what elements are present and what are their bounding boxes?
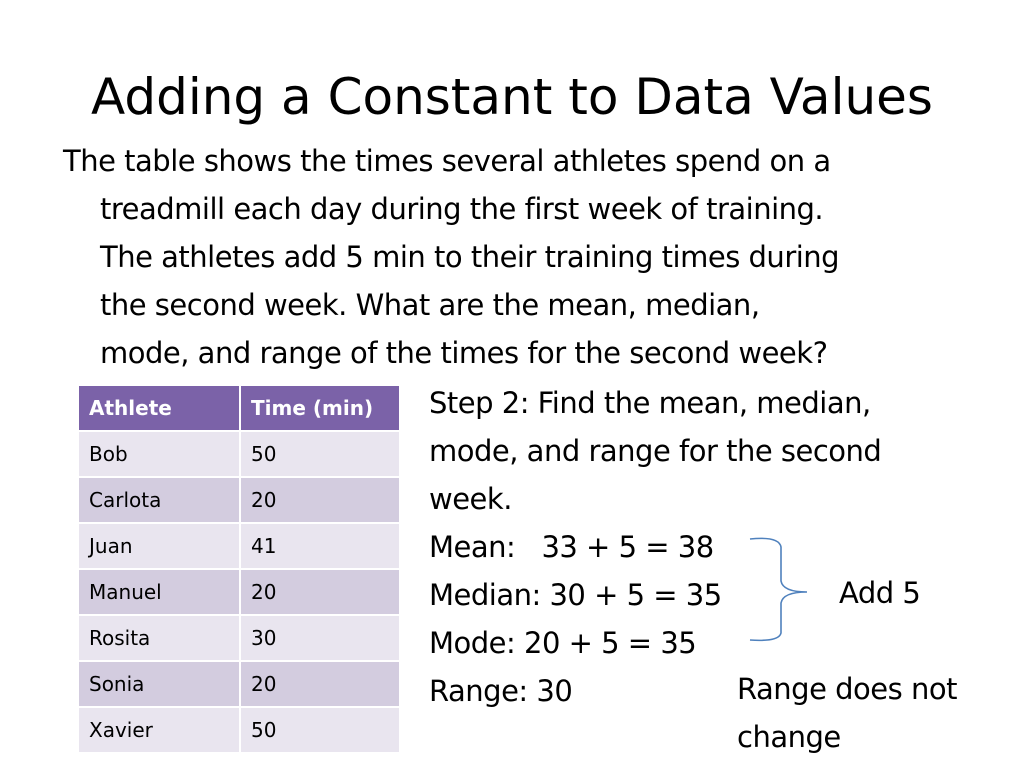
add-five-note: Add 5 bbox=[839, 576, 921, 610]
time-cell: 20 bbox=[239, 476, 401, 524]
athlete-name-cell: Xavier bbox=[77, 706, 241, 754]
athlete-name-cell: Bob bbox=[77, 430, 241, 478]
table-row: Xavier 50 bbox=[77, 706, 401, 754]
step-heading-line: Step 2: Find the mean, median, bbox=[429, 386, 871, 420]
athlete-name-cell: Rosita bbox=[77, 614, 241, 662]
table-header-athlete: Athlete bbox=[77, 384, 241, 432]
time-cell: 30 bbox=[239, 614, 401, 662]
problem-line: mode, and range of the times for the sec… bbox=[100, 336, 828, 370]
table-row: Sonia 20 bbox=[77, 660, 401, 708]
right-brace-icon bbox=[749, 537, 808, 642]
athlete-name-cell: Carlota bbox=[77, 476, 241, 524]
table-row: Rosita 30 bbox=[77, 614, 401, 662]
mean-line: Mean: 33 + 5 = 38 bbox=[429, 530, 714, 564]
time-cell: 20 bbox=[239, 660, 401, 708]
problem-line: treadmill each day during the first week… bbox=[100, 192, 824, 226]
slide-title: Adding a Constant to Data Values bbox=[91, 68, 933, 126]
problem-text: The table shows the times several athlet… bbox=[63, 137, 973, 377]
table-row: Manuel 20 bbox=[77, 568, 401, 616]
problem-line: The table shows the times several athlet… bbox=[63, 144, 831, 178]
range-note-line: Range does not bbox=[737, 672, 957, 706]
table-row: Bob 50 bbox=[77, 430, 401, 478]
time-cell: 50 bbox=[239, 430, 401, 478]
athlete-name-cell: Sonia bbox=[77, 660, 241, 708]
table-row: Carlota 20 bbox=[77, 476, 401, 524]
problem-line: the second week. What are the mean, medi… bbox=[100, 288, 760, 322]
solution-steps: Step 2: Find the mean, median, mode, and… bbox=[429, 379, 989, 715]
median-line: Median: 30 + 5 = 35 bbox=[429, 578, 722, 612]
time-cell: 50 bbox=[239, 706, 401, 754]
range-note: Range does not change bbox=[737, 665, 957, 761]
athlete-name-cell: Juan bbox=[77, 522, 241, 570]
table-header-time: Time (min) bbox=[239, 384, 401, 432]
table-header-row: Athlete Time (min) bbox=[77, 384, 401, 432]
range-note-line: change bbox=[737, 720, 841, 754]
range-line: Range: 30 bbox=[429, 674, 573, 708]
table-row: Juan 41 bbox=[77, 522, 401, 570]
problem-line: The athletes add 5 min to their training… bbox=[100, 240, 840, 274]
mode-line: Mode: 20 + 5 = 35 bbox=[429, 626, 697, 660]
step-heading-line: mode, and range for the second bbox=[429, 434, 882, 468]
time-cell: 41 bbox=[239, 522, 401, 570]
athlete-name-cell: Manuel bbox=[77, 568, 241, 616]
athlete-times-table: Athlete Time (min) Bob 50 Carlota 20 Jua… bbox=[77, 384, 401, 754]
time-cell: 20 bbox=[239, 568, 401, 616]
step-heading-line: week. bbox=[429, 482, 512, 516]
